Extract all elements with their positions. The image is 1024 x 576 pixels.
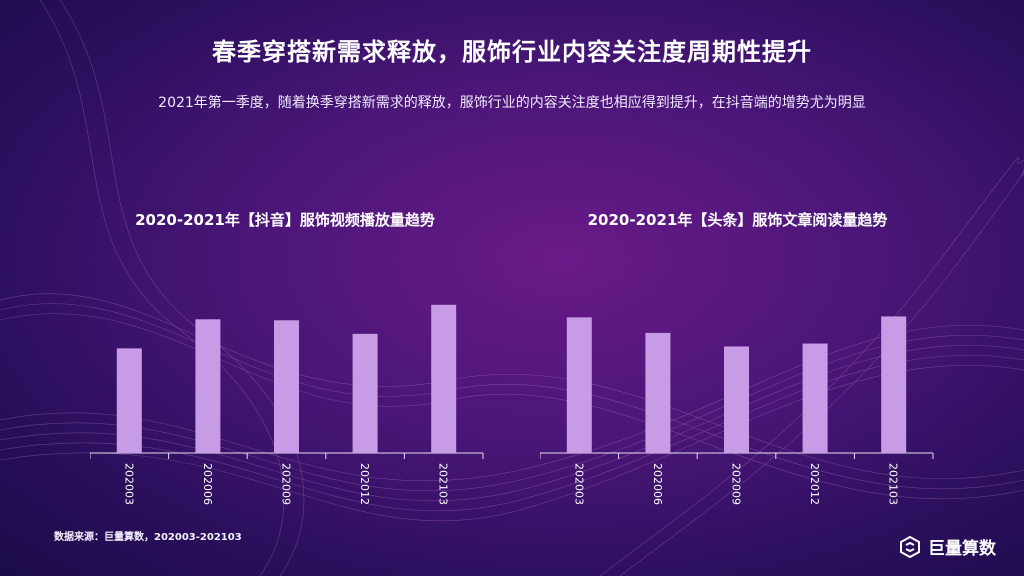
data-source-note: 数据来源：巨量算数，202003-202103 bbox=[54, 532, 242, 543]
page-subtitle: 2021年第一季度，随着换季穿搭新需求的释放，服饰行业的内容关注度也相应得到提升… bbox=[158, 95, 866, 111]
x-tick-label: 202009 bbox=[280, 463, 293, 505]
x-tick-label: 202009 bbox=[730, 463, 743, 505]
toutiao-chart-title: 2020-2021年【头条】服饰文章阅读量趋势 bbox=[587, 211, 888, 229]
page-title: 春季穿搭新需求释放，服饰行业内容关注度周期性提升 bbox=[212, 38, 812, 66]
juliang-logo-icon bbox=[900, 535, 920, 558]
logo-text: 巨量算数 bbox=[928, 539, 996, 559]
bar-202009 bbox=[274, 320, 299, 453]
douyin-bar-chart: 202003 202006 202009 202012 202103 bbox=[90, 304, 484, 505]
bar-202006 bbox=[645, 332, 671, 453]
bar-202006 bbox=[195, 319, 221, 453]
bar-202012 bbox=[802, 343, 828, 453]
x-tick-label: 202012 bbox=[808, 463, 821, 505]
x-tick-label: 202012 bbox=[358, 463, 371, 505]
bar-202003 bbox=[116, 348, 142, 453]
x-tick-label: 202103 bbox=[437, 463, 450, 505]
x-tick-label: 202003 bbox=[122, 463, 135, 505]
bar-202009 bbox=[724, 346, 749, 453]
bar-202003 bbox=[566, 317, 592, 453]
bar-202012 bbox=[352, 333, 378, 453]
toutiao-bar-chart: 202003 202006 202009 202012 202103 bbox=[540, 316, 934, 505]
x-tick-label: 202103 bbox=[887, 463, 900, 505]
x-tick-label: 202006 bbox=[651, 463, 664, 505]
bar-202103 bbox=[881, 316, 907, 453]
bar-202103 bbox=[431, 304, 457, 453]
x-tick-label: 202006 bbox=[201, 463, 214, 505]
x-tick-label: 202003 bbox=[572, 463, 585, 505]
douyin-chart-title: 2020-2021年【抖音】服饰视频播放量趋势 bbox=[135, 211, 435, 229]
brand-logo: 巨量算数 bbox=[898, 534, 996, 559]
